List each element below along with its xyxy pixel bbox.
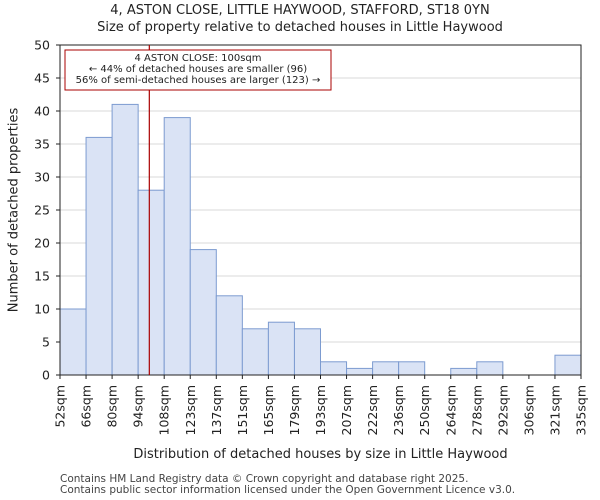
- y-tick-label: 5: [42, 335, 50, 350]
- x-tick-label: 108sqm: [157, 385, 172, 435]
- annotation-line-3: 56% of semi-detached houses are larger (…: [76, 75, 321, 86]
- bars: [59, 103, 582, 376]
- bar: [346, 367, 374, 376]
- annotation-border: [64, 49, 332, 91]
- annotation-line-2: ← 44% of detached houses are smaller (96…: [89, 64, 307, 75]
- bar: [476, 361, 504, 376]
- chart-title: 4, ASTON CLOSE, LITTLE HAYWOOD, STAFFORD…: [110, 3, 490, 18]
- x-tick-label: 335sqm: [574, 385, 589, 435]
- bar: [372, 361, 400, 376]
- x-tick-label: 250sqm: [417, 385, 432, 435]
- chart-subtitle: Size of property relative to detached ho…: [97, 20, 503, 35]
- x-tick-label: 306sqm: [521, 385, 536, 435]
- x-tick-label: 193sqm: [313, 385, 328, 435]
- bar: [398, 361, 426, 376]
- x-tick-label: 321sqm: [547, 385, 562, 435]
- x-tick-label: 278sqm: [469, 385, 484, 435]
- x-tick-label: 52sqm: [53, 385, 68, 428]
- x-tick-label: 264sqm: [443, 385, 458, 435]
- bar: [554, 354, 582, 376]
- x-tick-label: 165sqm: [261, 385, 276, 435]
- x-tick-label: 80sqm: [105, 385, 120, 428]
- bar: [163, 117, 191, 376]
- x-tick-label: 66sqm: [79, 385, 94, 428]
- x-tick-label: 292sqm: [495, 385, 510, 435]
- y-tick-label: 50: [34, 38, 50, 53]
- x-tick-label: 151sqm: [235, 385, 250, 435]
- y-tick-label: 35: [34, 137, 50, 152]
- x-tick-label: 222sqm: [365, 385, 380, 435]
- footer-copyright: Contains HM Land Registry data © Crown c…: [60, 473, 469, 485]
- y-tick-label: 10: [34, 302, 50, 317]
- bar: [59, 308, 87, 376]
- bar: [293, 328, 322, 376]
- y-axis-label: Number of detached properties: [7, 108, 22, 313]
- x-tick-label: 179sqm: [287, 385, 302, 435]
- y-tick-label: 20: [34, 236, 50, 251]
- x-tick-label: 123sqm: [183, 385, 198, 435]
- bar: [189, 249, 217, 376]
- x-tick-labels: 52sqm 66sqm 80sqm 94sqm 108sqm 123sqm 137sqm 15…: [53, 375, 589, 435]
- x-tick-label: 94sqm: [131, 385, 146, 428]
- x-tick-label: 207sqm: [339, 385, 354, 435]
- annotation-box: 4 ASTON CLOSE: 100sqm ← 44% of detached …: [64, 49, 332, 91]
- y-tick-label: 30: [34, 170, 50, 185]
- bar: [241, 328, 269, 376]
- annotation-line-1: 4 ASTON CLOSE: 100sqm: [134, 53, 261, 64]
- bar: [85, 136, 113, 376]
- bar: [320, 361, 348, 376]
- y-tick-label: 45: [34, 71, 50, 86]
- y-tick-label: 15: [34, 269, 50, 284]
- y-tick-label: 0: [42, 368, 50, 383]
- y-tick-label: 40: [34, 104, 50, 119]
- bar: [137, 189, 165, 376]
- bar: [267, 321, 295, 376]
- y-tick-labels: 0 5 10 15 20 25 30 35 40 45 50: [34, 38, 50, 383]
- y-tick-label: 25: [34, 203, 50, 218]
- x-tick-label: 236sqm: [391, 385, 406, 435]
- x-tick-label: 137sqm: [209, 385, 224, 435]
- bar: [215, 295, 243, 376]
- bar: [450, 367, 478, 376]
- x-axis-label: Distribution of detached houses by size …: [133, 447, 507, 462]
- footer-licence: Contains public sector information licen…: [60, 484, 516, 496]
- bar: [111, 103, 139, 376]
